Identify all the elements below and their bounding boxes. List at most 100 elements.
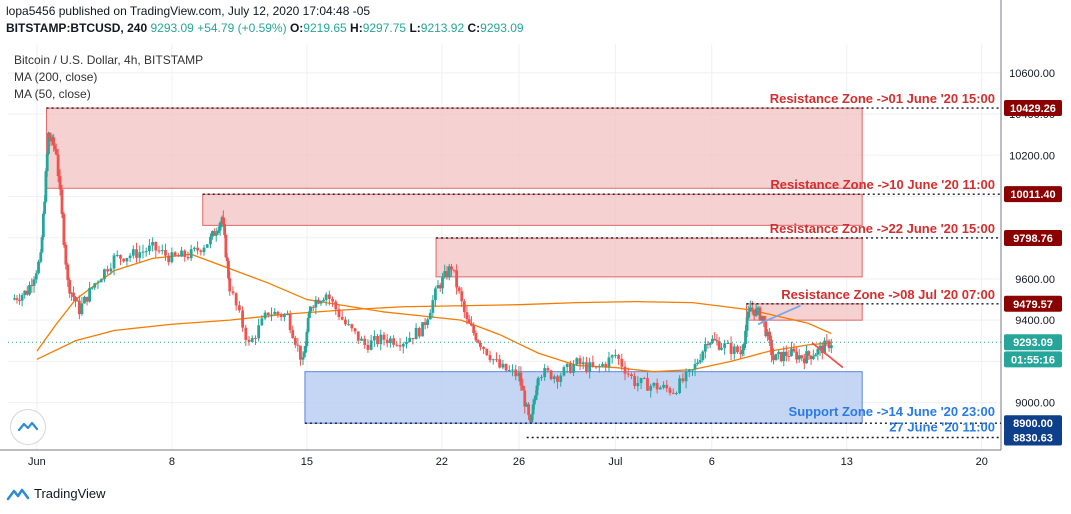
candle-up xyxy=(282,314,286,318)
candle-up xyxy=(389,338,392,344)
candle-up xyxy=(131,249,135,256)
candle-down xyxy=(237,305,241,311)
candle-up xyxy=(726,342,730,344)
candle-down xyxy=(224,234,228,258)
candle-down xyxy=(212,231,216,236)
candle-up xyxy=(405,341,408,344)
candle-up xyxy=(698,360,702,363)
candle-up xyxy=(684,371,688,382)
candle-up xyxy=(823,340,826,354)
candle-down xyxy=(452,269,456,271)
candle-down xyxy=(450,266,453,270)
candle-up xyxy=(32,279,36,286)
candle-up xyxy=(708,342,712,345)
last-price: 9293.09 xyxy=(150,21,194,35)
candle-up xyxy=(491,359,495,361)
candle-down xyxy=(62,214,66,245)
price-change: +54.79 (+0.59%) xyxy=(197,21,287,35)
candle-down xyxy=(64,244,68,265)
legend-ma200[interactable]: MA (200, close) xyxy=(14,70,98,84)
tradingview-logo-icon xyxy=(6,488,30,500)
candle-up xyxy=(109,268,113,272)
candle-down xyxy=(77,300,81,315)
candle-up xyxy=(447,266,451,278)
candle-down xyxy=(340,317,344,320)
publish-info: lopa5456 published on TradingView.com, J… xyxy=(6,4,371,18)
candle-up xyxy=(421,322,424,337)
candle-down xyxy=(221,217,225,225)
footer-brand[interactable]: TradingView xyxy=(6,486,106,501)
candle-up xyxy=(314,299,318,308)
candle-up xyxy=(532,399,536,405)
candle-down xyxy=(382,334,386,340)
candle-up xyxy=(636,383,640,387)
candle-down xyxy=(779,351,783,362)
candle-up xyxy=(744,330,747,344)
candle-up xyxy=(693,363,697,370)
x-tick-label: 15 xyxy=(301,456,313,468)
candle-down xyxy=(296,344,300,346)
symbol-ohlc-bar: BITSTAMP:BTCUSD, 240 9293.09 +54.79 (+0.… xyxy=(6,21,524,35)
candle-up xyxy=(536,377,540,386)
candle-up xyxy=(144,251,148,253)
candle-up xyxy=(80,303,84,315)
price-tag xyxy=(1004,229,1062,246)
candle-up xyxy=(160,250,164,252)
candle-down xyxy=(106,269,110,272)
candle-down xyxy=(234,293,238,306)
candle-up xyxy=(507,369,511,371)
candle-up xyxy=(306,318,310,332)
candle-down xyxy=(423,322,427,325)
candle-down xyxy=(465,312,469,320)
candle-up xyxy=(128,255,132,259)
candle-up xyxy=(308,311,311,319)
price-tag xyxy=(1004,334,1062,351)
high-label: H: xyxy=(350,21,363,35)
tradingview-float-logo[interactable] xyxy=(11,410,45,444)
candle-down xyxy=(54,149,58,155)
legend-ma50[interactable]: MA (50, close) xyxy=(14,87,91,101)
candle-down xyxy=(792,348,796,352)
candle-down xyxy=(279,314,283,318)
candle-down xyxy=(787,356,791,358)
candle-down xyxy=(417,327,421,337)
candle-up xyxy=(696,362,700,364)
candle-down xyxy=(398,345,402,347)
candle-up xyxy=(93,283,97,288)
candle-down xyxy=(350,324,354,329)
candle-down xyxy=(802,358,806,364)
candle-up xyxy=(210,231,214,237)
candle-down xyxy=(521,385,525,391)
candle-down xyxy=(317,299,320,304)
candle-up xyxy=(273,311,277,315)
candle-down xyxy=(227,261,230,279)
candle-up xyxy=(742,343,746,351)
candle-up xyxy=(782,351,786,362)
candle-up xyxy=(401,343,405,347)
candle-up xyxy=(218,222,222,231)
candle-down xyxy=(772,355,775,361)
candle-down xyxy=(764,320,768,337)
candle-up xyxy=(559,375,563,382)
candle-up xyxy=(436,285,440,289)
candle-up xyxy=(790,348,793,357)
candle-up xyxy=(711,338,714,343)
candle-up xyxy=(565,363,569,368)
candle-up xyxy=(572,364,575,373)
footer-brand-label: TradingView xyxy=(34,486,106,501)
candle-up xyxy=(639,378,643,384)
candle-up xyxy=(601,363,604,367)
candle-down xyxy=(225,257,229,262)
candle-up xyxy=(305,331,309,346)
candle-down xyxy=(353,328,357,332)
candle-down xyxy=(642,378,646,380)
candle-up xyxy=(723,343,727,348)
candle-up xyxy=(39,252,43,262)
candle-up xyxy=(202,247,206,253)
candle-down xyxy=(546,368,550,371)
candle-down xyxy=(549,370,553,380)
candle-down xyxy=(15,298,19,300)
projection-up-arrow xyxy=(757,304,801,326)
candle-down xyxy=(327,294,331,300)
